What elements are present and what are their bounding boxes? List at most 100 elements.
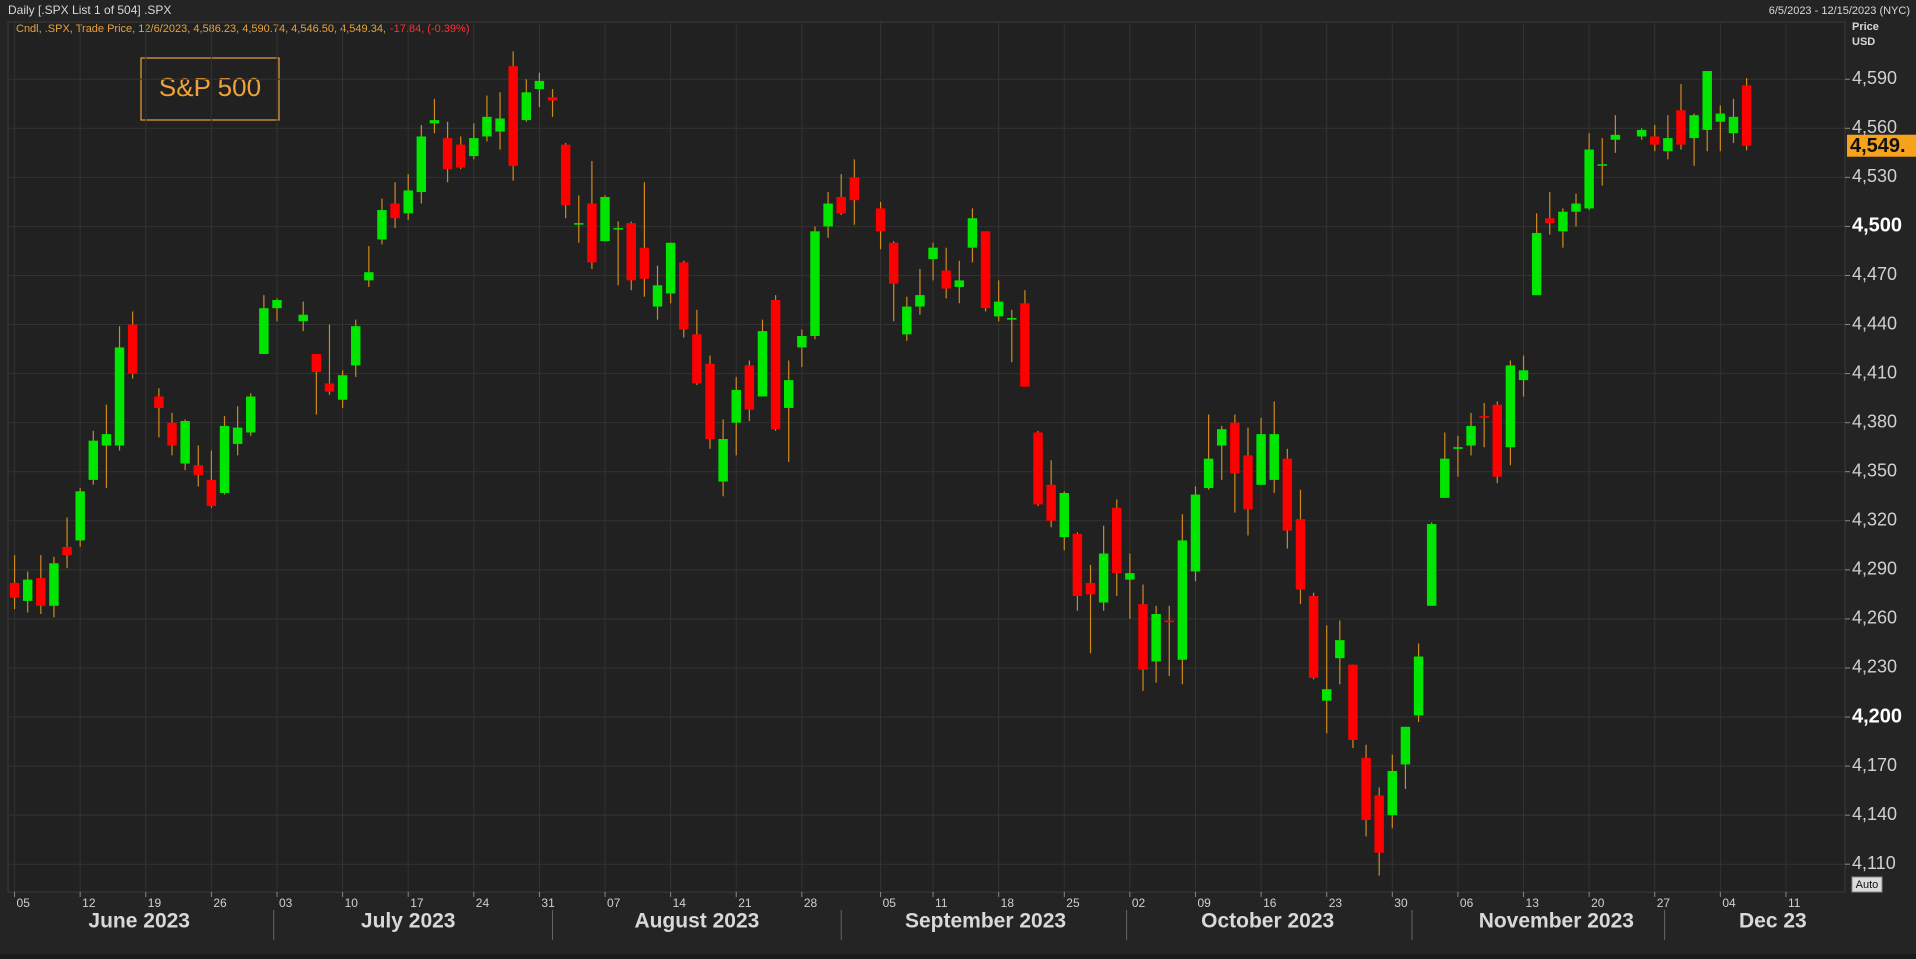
candle-body	[1387, 770, 1398, 816]
candle-body	[1098, 553, 1109, 603]
candle-body	[875, 208, 886, 232]
x-tick-label: 18	[1001, 896, 1015, 910]
candle-body	[784, 380, 794, 408]
month-label: June 2023	[88, 910, 190, 933]
chart-title: S&P 500	[159, 72, 261, 102]
candle-body	[1663, 138, 1673, 152]
candle-body	[311, 353, 322, 372]
x-tick-label: 24	[476, 896, 490, 910]
candle-body	[679, 262, 689, 330]
candle-body	[364, 272, 374, 281]
x-tick-label: 20	[1591, 896, 1605, 910]
candle-body	[62, 546, 72, 556]
candle-body	[731, 389, 741, 423]
candle-body	[888, 242, 899, 284]
candle-body	[1374, 795, 1384, 853]
candle-body	[1308, 596, 1319, 678]
auto-button[interactable]	[1851, 876, 1883, 893]
candle-body	[587, 203, 597, 263]
month-label: September 2023	[905, 910, 1066, 933]
x-tick-label: 26	[213, 896, 227, 910]
candle-body	[1269, 434, 1279, 480]
candle-body	[1715, 113, 1726, 122]
candle-body	[1466, 425, 1476, 446]
candle-body	[22, 579, 33, 601]
month-label: October 2023	[1201, 910, 1334, 933]
candle-body	[1636, 129, 1647, 137]
candle-body	[1217, 429, 1227, 446]
candle-body	[180, 421, 190, 464]
legend-text: Cndl, .SPX, Trade Price, 12/6/2023, 4,58…	[16, 23, 386, 35]
y-axis-label: USD	[1852, 36, 1875, 48]
title-box	[140, 57, 280, 121]
candle-body	[915, 295, 925, 307]
candle-body	[1479, 416, 1489, 418]
candle-body	[88, 440, 99, 480]
candle-body	[967, 218, 978, 248]
candle-body	[1072, 533, 1083, 597]
candle-body	[1007, 317, 1017, 320]
candle-body	[101, 434, 112, 446]
x-tick-label: 10	[345, 896, 359, 910]
candle-body	[206, 479, 217, 507]
legend-change: -17.84, (-0.39%)	[390, 23, 469, 35]
y-tick-label: 4,470	[1852, 264, 1897, 284]
x-tick-label: 14	[673, 896, 687, 910]
candle-body	[1689, 115, 1699, 139]
candle-body	[1059, 492, 1069, 538]
candle-body	[36, 578, 46, 606]
candle-body	[705, 363, 715, 440]
candle-body	[1610, 134, 1621, 140]
candle-body	[1453, 447, 1463, 449]
y-tick-label: 4,590	[1852, 68, 1897, 88]
x-tick-label: 11	[1788, 896, 1801, 910]
y-tick-label: 4,350	[1852, 460, 1897, 480]
x-tick-label: 31	[541, 896, 555, 910]
month-label: November 2023	[1479, 910, 1634, 933]
candle-body	[1597, 164, 1607, 166]
candle-body	[521, 92, 532, 121]
candle-body	[377, 210, 387, 240]
candle-body	[167, 422, 177, 446]
candle-body	[1112, 507, 1122, 574]
x-tick-label: 27	[1657, 896, 1671, 910]
x-tick-label: 07	[607, 896, 621, 910]
x-tick-label: 12	[82, 896, 96, 910]
candle-body	[1321, 689, 1332, 701]
candle-body	[1400, 726, 1411, 765]
last-price-label: 4,549.	[1850, 135, 1906, 157]
auto-button-label[interactable]: Auto	[1856, 879, 1879, 891]
candle-body	[1413, 656, 1424, 716]
candle-body	[613, 228, 623, 230]
y-tick-label: 4,560	[1852, 117, 1897, 137]
candle-body	[1282, 458, 1293, 531]
candle-body	[600, 196, 610, 242]
candle-body	[770, 300, 781, 430]
x-tick-label: 13	[1526, 896, 1540, 910]
candle-body	[902, 306, 912, 335]
candle-body	[574, 223, 584, 225]
candle-body	[797, 335, 807, 348]
candle-body	[1518, 370, 1529, 381]
month-label: Dec 23	[1739, 910, 1807, 933]
candle-body	[219, 425, 230, 493]
candle-body	[547, 97, 558, 101]
candle-body	[1558, 211, 1568, 232]
candle-body	[508, 66, 518, 166]
candle-body	[849, 177, 860, 201]
legend: Cndl, .SPX, Trade Price, 12/6/2023, 4,58…	[16, 23, 469, 35]
candle-body	[1426, 524, 1437, 606]
candle-body	[49, 563, 59, 606]
x-tick-label: 06	[1460, 896, 1474, 910]
candle-body	[1046, 484, 1056, 521]
candle-body	[980, 231, 991, 309]
candle-body	[259, 308, 269, 354]
candle-body	[298, 314, 308, 322]
candle-body	[1676, 110, 1686, 145]
x-tick-label: 11	[935, 896, 948, 910]
candle-body	[1020, 303, 1030, 387]
header-range: 6/5/2023 - 12/15/2023 (NYC)	[1769, 5, 1910, 17]
candle-body	[1348, 664, 1358, 740]
candle-body	[455, 144, 466, 168]
candle-body	[429, 120, 440, 124]
